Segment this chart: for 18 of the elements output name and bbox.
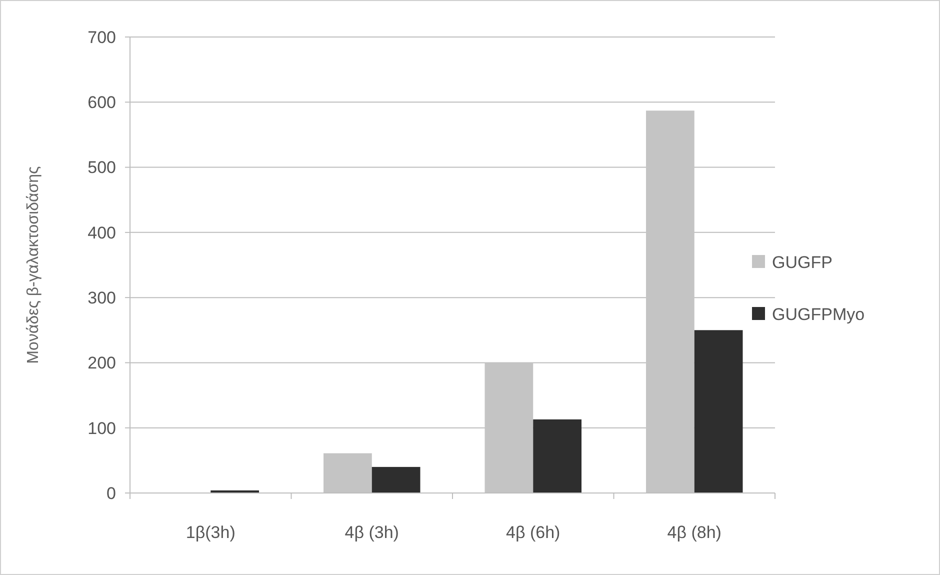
x-tick-label: 1β(3h) xyxy=(186,523,236,542)
y-axis-title: Μονάδες β-γαλακτοσιδάσης xyxy=(25,166,42,364)
x-tick-label: 4β (8h) xyxy=(667,523,722,542)
bar xyxy=(694,330,743,493)
y-tick-label: 0 xyxy=(106,484,116,503)
y-tick-label: 700 xyxy=(88,28,116,47)
y-tick-label: 500 xyxy=(88,158,116,178)
y-tick-label: 100 xyxy=(88,418,116,438)
legend-label: GUGFP xyxy=(772,252,832,272)
bar xyxy=(372,466,420,493)
y-tick-label: 300 xyxy=(88,288,116,308)
x-tick-label: 4β (3h) xyxy=(344,523,399,542)
y-tick-label: 200 xyxy=(88,354,116,373)
legend-label: GUGFPMyo xyxy=(772,304,865,324)
y-tick-label: 400 xyxy=(88,223,116,242)
x-tick-label: 4β (6h) xyxy=(506,523,560,542)
bar xyxy=(533,419,582,493)
y-tick-label: 600 xyxy=(88,93,116,112)
